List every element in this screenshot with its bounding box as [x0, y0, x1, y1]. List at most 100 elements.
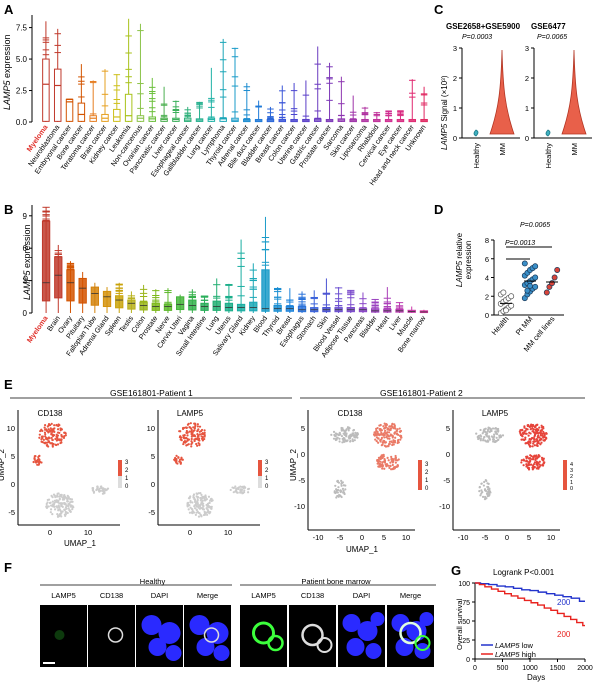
umap-cell [243, 486, 247, 489]
umap-cell [48, 430, 52, 433]
umap-cell [193, 438, 196, 441]
micro-tile [240, 605, 287, 667]
umap-cell [184, 440, 187, 443]
box [176, 296, 185, 311]
panel-e-patient2-title: GSE161801-Patient 2 [380, 388, 463, 398]
x-tick-label: -5 [482, 533, 489, 542]
umap-cell [54, 437, 57, 441]
umap-cell [377, 460, 381, 463]
umap-cell [99, 489, 103, 492]
umap-cell [340, 495, 343, 499]
umap-cell [382, 425, 385, 428]
lamp5-signal [54, 630, 65, 640]
umap-cell [64, 506, 68, 509]
umap-cell [523, 426, 526, 429]
umap-cell [52, 429, 55, 432]
umap-cell [379, 433, 382, 436]
channel-label: CD138 [301, 591, 324, 600]
x-tick-label: 5 [382, 533, 386, 542]
umap-cell [339, 489, 342, 492]
data-point [551, 274, 558, 281]
lamp5-signal [267, 634, 284, 652]
umap-cell [391, 443, 394, 447]
violin-healthy [473, 129, 479, 137]
umap-cell [178, 458, 182, 461]
umap-cell [68, 502, 71, 506]
umap-cell [342, 484, 346, 487]
umap-cell [203, 431, 206, 434]
umap-cell [529, 441, 532, 444]
umap-cell [200, 428, 204, 432]
umap-cell [200, 493, 203, 496]
colorbar-label: 1 [425, 478, 429, 484]
x-tick-label: 10 [224, 528, 232, 537]
umap-cell [537, 461, 540, 465]
umap-cell [378, 465, 381, 468]
umap-cell [397, 438, 400, 442]
y-tick-label: 0 [23, 309, 28, 318]
umap-cell [385, 463, 389, 466]
umap-cell [375, 427, 378, 430]
umap-cell [541, 432, 545, 435]
umap-cell [38, 436, 41, 439]
box [297, 306, 307, 313]
umap-cell [525, 464, 529, 467]
umap-cell [55, 443, 58, 447]
x-tick-label: Pt MM [514, 315, 535, 337]
umap-cell [522, 431, 526, 434]
umap-cell [483, 495, 487, 499]
umap-cell [349, 440, 352, 443]
umap-cell [47, 440, 50, 443]
y-tick-label: 3 [453, 44, 457, 53]
umap-cell [193, 427, 196, 430]
y-tick-label: 4 [485, 274, 489, 283]
umap-cell [99, 485, 103, 488]
umap-cell [334, 438, 337, 442]
umap-cell [71, 505, 74, 508]
umap-cell [188, 430, 191, 433]
umap-cell [195, 508, 198, 511]
umap-cell [198, 430, 201, 433]
y-tick-label: 0 [446, 450, 450, 459]
umap-cell [487, 435, 491, 438]
umap-cell [198, 439, 201, 442]
umap-cell [394, 454, 397, 458]
umap-cell [374, 438, 377, 441]
y-tick-label: 5 [301, 424, 305, 433]
scale-bar [43, 662, 55, 664]
umap-cell [533, 465, 536, 469]
umap-ylabel: UMAP_2 [289, 448, 298, 481]
umap-cell [45, 504, 48, 508]
umap-cell [197, 515, 201, 518]
y-tick-label: 8 [485, 236, 489, 245]
colorbar [258, 460, 262, 488]
nucleus [158, 622, 181, 644]
umap-cell [492, 440, 495, 443]
umap-cell [60, 502, 63, 505]
data-point [549, 280, 555, 287]
umap-cell [344, 488, 347, 491]
umap-cell [102, 490, 105, 493]
umap-cell [383, 467, 386, 470]
umap-cell [196, 444, 199, 447]
y-tick-label: 0 [11, 480, 15, 489]
umap-cell [485, 492, 489, 495]
umap-cell [497, 429, 500, 432]
panel-c-series1-title: GSE2658+GSE5900 [446, 22, 521, 31]
umap-cell [179, 430, 182, 433]
umap-cell [190, 445, 193, 448]
umap-cell [383, 436, 386, 439]
umap-cell [478, 489, 481, 493]
x-tick-label: 0 [505, 533, 509, 542]
umap-cell [528, 445, 532, 448]
umap-cell [487, 440, 490, 443]
panel-label-e: E [4, 377, 13, 392]
umap-cell [49, 423, 52, 427]
umap-cell [203, 429, 206, 432]
umap-cell [528, 463, 531, 466]
umap-cell [343, 437, 346, 440]
umap-cell [57, 509, 60, 512]
umap-cell [391, 441, 394, 444]
panel-g-survival: 100 75 50 25 00 500 1000 1500 2000 200 200 LAMP5 lo… [458, 581, 593, 672]
merge-signal [203, 627, 220, 643]
